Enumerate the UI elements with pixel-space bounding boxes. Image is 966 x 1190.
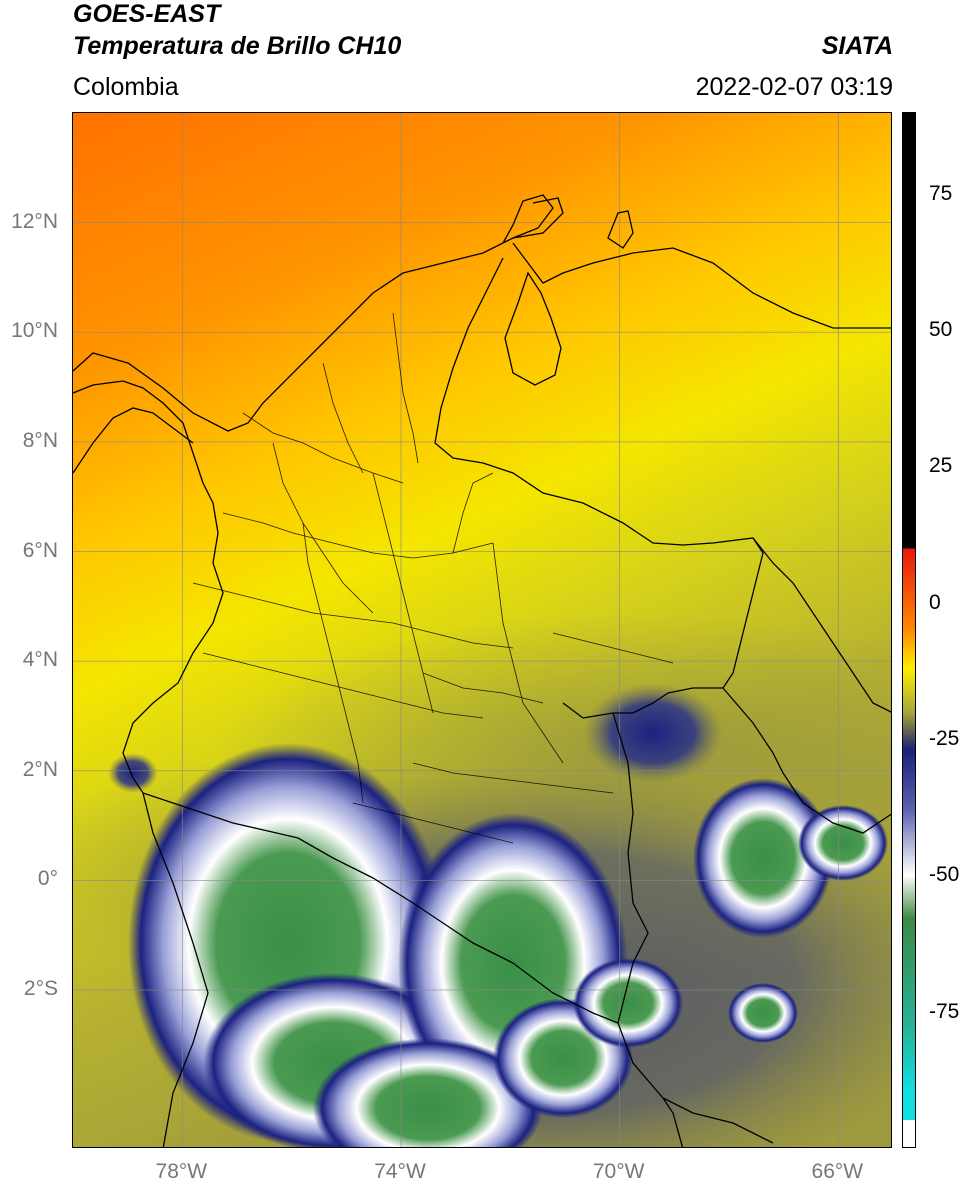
lake-maracaibo xyxy=(504,271,562,386)
lat-label: 6°N xyxy=(22,538,58,562)
guyana-border xyxy=(752,537,891,713)
product-title: Temperatura de Brillo CH10 xyxy=(73,32,402,60)
convective-clouds xyxy=(108,683,888,1147)
colorbar xyxy=(902,112,916,1148)
cloud-cell xyxy=(693,778,833,938)
lat-label: 2°S xyxy=(23,977,58,1001)
paraguana xyxy=(607,210,634,249)
lat-label: 8°N xyxy=(22,428,58,452)
colorbar-label: 50 xyxy=(929,318,953,342)
lon-label: 78°W xyxy=(155,1160,208,1183)
lat-label: 4°N xyxy=(22,648,58,672)
map-canvas xyxy=(73,113,891,1147)
lat-label: 2°N xyxy=(22,757,58,781)
peru-brazil-border xyxy=(617,1022,774,1144)
la-guajira xyxy=(512,197,564,239)
satellite-map[interactable] xyxy=(72,112,892,1148)
colorbar-label: 25 xyxy=(929,454,953,478)
lat-label: 0° xyxy=(37,867,58,891)
cloud-cell xyxy=(573,958,683,1048)
colorbar-label: 75 xyxy=(929,181,953,205)
colombia-peru-border xyxy=(297,837,619,1024)
cloud-cell xyxy=(583,683,723,783)
cloud-cell xyxy=(108,753,158,793)
colorbar-label: -50 xyxy=(929,863,960,887)
region-label: Colombia xyxy=(73,73,179,101)
colombia-caribbean-coast xyxy=(73,194,554,432)
colorbar-label: -25 xyxy=(929,727,960,751)
venezuela-brazil-border xyxy=(722,687,891,834)
lat-label: 10°N xyxy=(11,319,58,343)
colombia-pacific-coast xyxy=(73,380,224,779)
map-gridlines xyxy=(73,113,891,1147)
brazil-inner-border xyxy=(662,1097,684,1147)
lon-label: 74°W xyxy=(374,1160,426,1183)
lon-label: 66°W xyxy=(811,1160,864,1183)
cloud-cell xyxy=(798,805,888,881)
venezuela-coast xyxy=(512,242,891,329)
colombia-brazil-border xyxy=(612,712,649,1024)
country-borders xyxy=(73,194,891,1147)
cloud-cell xyxy=(313,1038,543,1147)
source-label: SIATA xyxy=(821,32,893,60)
department-borders xyxy=(192,312,674,844)
datetime-label: 2022-02-07 03:19 xyxy=(695,73,893,101)
lon-label: 70°W xyxy=(592,1160,645,1183)
colorbar-label: 0 xyxy=(929,590,941,614)
satellite-title: GOES-EAST xyxy=(73,0,221,28)
colorbar-label: -75 xyxy=(929,999,960,1023)
ecuador-peru-border xyxy=(142,792,209,1147)
lat-label: 12°N xyxy=(11,209,58,233)
panama-coast xyxy=(73,407,194,474)
colombia-venezuela-border xyxy=(434,257,764,719)
cloud-cell xyxy=(728,983,798,1043)
